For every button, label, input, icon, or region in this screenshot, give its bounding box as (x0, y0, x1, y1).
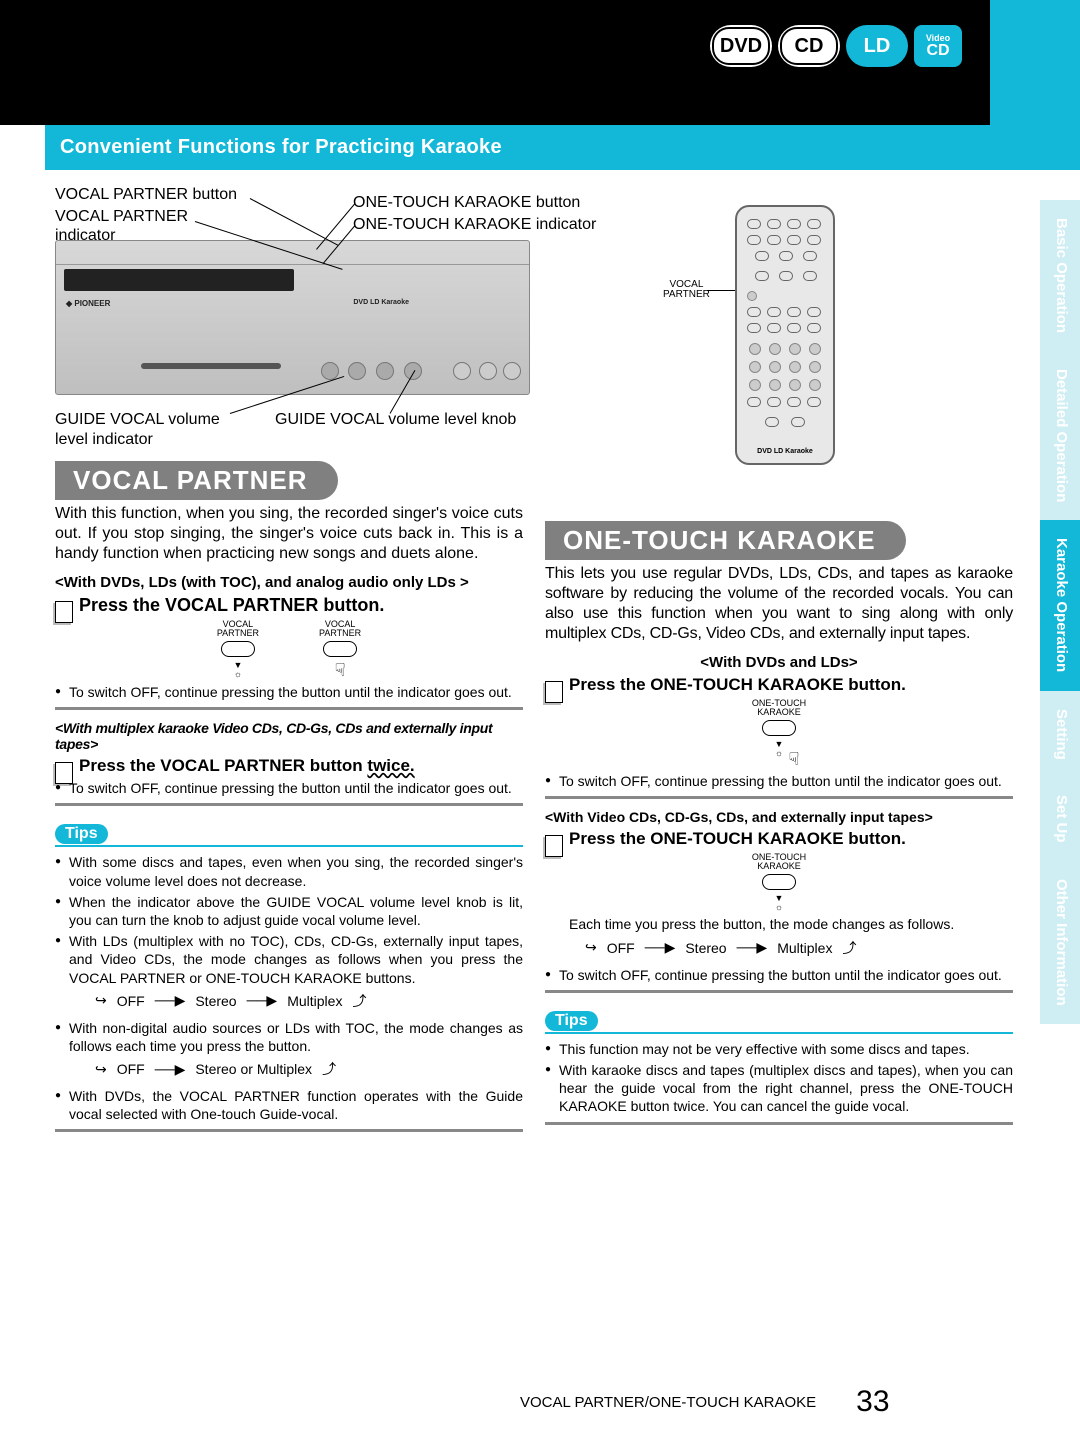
callout-text: PARTNER (663, 289, 710, 300)
callout-gv-knob: GUIDE VOCAL volume level knob (275, 410, 516, 431)
format-badges: DVD CD LD VideoCD (710, 25, 962, 67)
tab-detailed: Detailed Operation (1040, 351, 1080, 520)
cd-badge: CD (778, 25, 840, 67)
tips-pill: Tips (55, 824, 108, 844)
otk-step1: Press the ONE-TOUCH KARAOKE button. (569, 675, 1013, 695)
page-number: 33 (856, 1385, 889, 1419)
callout-text: GUIDE VOCAL volume (55, 411, 220, 428)
footer: VOCAL PARTNER/ONE-TOUCH KARAOKE 33 (520, 1385, 890, 1419)
otk-tip: This function may not be very effective … (545, 1040, 1013, 1058)
vp-tip: With LDs (multiplex with no TOC), CDs, C… (55, 932, 523, 987)
fig-remote-button: ONE-TOUCHKARAOKE▼☼☟ (752, 699, 806, 768)
step-box-icon (545, 835, 563, 857)
tab-setting: Setting (1040, 691, 1080, 778)
leader-line (707, 290, 735, 291)
divider (55, 803, 523, 806)
otk-step2-desc: Each time you press the button, the mode… (569, 916, 1013, 934)
vp-step1-title: Press the VOCAL PARTNER button. (79, 595, 523, 616)
callout-text: VOCAL PARTNER (55, 208, 188, 225)
content: VOCAL PARTNER button VOCAL PARTNER indic… (55, 185, 1015, 445)
footer-title: VOCAL PARTNER/ONE-TOUCH KARAOKE (520, 1394, 816, 1411)
vocal-partner-section: VOCAL PARTNER With this function, when y… (55, 455, 523, 1142)
vp-sub1: <With DVDs, LDs (with TOC), and analog a… (55, 574, 523, 591)
tab-setup: Set Up (1040, 777, 1080, 861)
vp-step1: Press the VOCAL PARTNER button. (79, 595, 523, 616)
flow-node: OFF (117, 1061, 145, 1077)
divider (545, 990, 1013, 993)
step-box-icon (55, 601, 73, 623)
flow-node: OFF (117, 993, 145, 1009)
vp-tip: With some discs and tapes, even when you… (55, 853, 523, 889)
manual-page: DVD CD LD VideoCD Convenient Functions f… (0, 0, 1080, 1437)
side-tabs: Basic Operation Detailed Operation Karao… (1040, 200, 1080, 1024)
otk-step1-note: To switch OFF, continue pressing the but… (545, 772, 1013, 790)
tab-other: Other Information (1040, 861, 1080, 1024)
remote-callout: VOCAL PARTNER (663, 280, 710, 300)
step-box-icon (545, 681, 563, 703)
vp-tip: With DVDs, the VOCAL PARTNER function op… (55, 1087, 523, 1123)
header-accent (990, 0, 1080, 125)
vp-pill: VOCAL PARTNER (55, 461, 338, 500)
flow-node: Stereo (195, 993, 236, 1009)
flow-node: Stereo or Multiplex (195, 1061, 312, 1077)
mode-flow: ↪OFF ──▶Stereo ──▶Multiplex⤴ (585, 938, 1013, 958)
dvd-badge: DVD (710, 25, 772, 67)
otk-step2-note: To switch OFF, continue pressing the but… (545, 966, 1013, 984)
otk-tip: With karaoke discs and tapes (multiplex … (545, 1061, 1013, 1116)
button-figure: ONE-TOUCHKARAOKE▼☼☟ (545, 699, 1013, 768)
fig-remote-button: ONE-TOUCHKARAOKE▼☼ (752, 853, 806, 912)
vp-step1-note: To switch OFF, continue pressing the but… (55, 683, 523, 701)
button-figure: ONE-TOUCHKARAOKE▼☼ (545, 853, 1013, 912)
otk-sub2: <With Video CDs, CD-Gs, CDs, and externa… (545, 809, 1013, 825)
flow-node: Multiplex (287, 993, 342, 1009)
vp-step2-note: To switch OFF, continue pressing the but… (55, 779, 523, 797)
vp-intro: With this function, when you sing, the r… (55, 504, 523, 564)
otk-step2: Press the ONE-TOUCH KARAOKE button. (569, 829, 1013, 849)
twice-text: twice. (367, 756, 414, 775)
mode-flow: ↪OFF ──▶Stereo or Multiplex⤴ (95, 1059, 523, 1079)
flow-node: Stereo (685, 940, 726, 956)
vp-sub2: <With multiplex karaoke Video CDs, CD-Gs… (55, 720, 523, 752)
one-touch-section: ONE-TOUCH KARAOKE This lets you use regu… (545, 515, 1013, 1135)
divider (55, 1129, 523, 1132)
vcd-badge: VideoCD (914, 25, 962, 67)
divider (545, 796, 1013, 799)
fig-panel-button: VOCALPARTNER▼☼ (217, 620, 259, 679)
tab-basic: Basic Operation (1040, 200, 1080, 351)
ld-badge: LD (846, 25, 908, 67)
callout-otk-button: ONE-TOUCH KARAOKE button (353, 193, 580, 214)
tips-underline (55, 845, 523, 847)
callout-otk-indicator: ONE-TOUCH KARAOKE indicator (353, 215, 596, 236)
flow-node: OFF (607, 940, 635, 956)
otk-step1-title: Press the ONE-TOUCH KARAOKE button. (569, 675, 1013, 695)
tips-pill: Tips (545, 1011, 598, 1031)
otk-intro: This lets you use regular DVDs, LDs, CDs… (545, 564, 1013, 644)
callout-vp-button: VOCAL PARTNER button (55, 185, 237, 206)
device-diagram: VOCAL PARTNER button VOCAL PARTNER indic… (55, 185, 1015, 445)
vp-tip: With non-digital audio sources or LDs wi… (55, 1019, 523, 1055)
otk-sub1: <With DVDs and LDs> (545, 654, 1013, 671)
fig-remote-button: VOCALPARTNER☟ (319, 620, 361, 679)
step-text: Press the VOCAL PARTNER button (79, 756, 367, 775)
flow-node: Multiplex (777, 940, 832, 956)
callout-gv-indicator: GUIDE VOCAL volume level indicator (55, 410, 220, 450)
player-illustration: ◆ PIONEER DVD LD Karaoke (55, 240, 530, 395)
divider (55, 707, 523, 710)
otk-pill: ONE-TOUCH KARAOKE (545, 521, 906, 560)
vp-step2: Press the VOCAL PARTNER button twice. (79, 756, 523, 776)
tips-underline (545, 1032, 1013, 1034)
divider (545, 1122, 1013, 1125)
vp-tip: When the indicator above the GUIDE VOCAL… (55, 893, 523, 929)
vp-step2-title: Press the VOCAL PARTNER button twice. (79, 756, 523, 776)
tab-karaoke: Karaoke Operation (1040, 520, 1080, 690)
section-ribbon: Convenient Functions for Practicing Kara… (45, 125, 1080, 170)
remote-illustration: DVD LD Karaoke (735, 205, 835, 465)
callout-text: level indicator (55, 431, 153, 448)
button-figure: VOCALPARTNER▼☼ VOCALPARTNER☟ (55, 620, 523, 679)
mode-flow: ↪OFF ──▶Stereo ──▶Multiplex⤴ (95, 991, 523, 1011)
otk-step2-title: Press the ONE-TOUCH KARAOKE button. (569, 829, 1013, 849)
